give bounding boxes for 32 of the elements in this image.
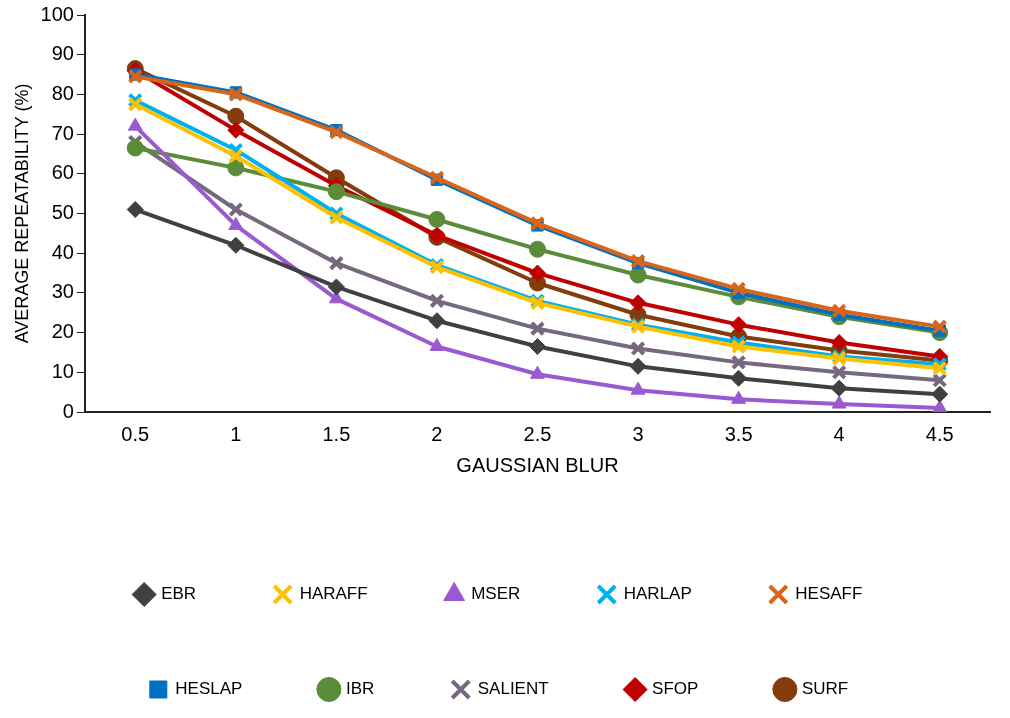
legend-label: MSER <box>471 584 521 604</box>
legend-label: HARAFF <box>299 584 368 604</box>
x-tick-label: 1 <box>230 422 242 445</box>
x-tick-label: 4.5 <box>925 422 954 445</box>
y-axis-title: AVERAGE REPEATABILITY (%) <box>11 83 32 344</box>
y-tick-label: 90 <box>51 42 74 65</box>
legend-label: HARLAP <box>623 584 692 604</box>
y-tick-label: 70 <box>51 121 74 144</box>
y-tick-label: 10 <box>51 359 74 382</box>
x-tick-label: 1.5 <box>322 422 351 445</box>
x-tick-label: 2.5 <box>523 422 552 445</box>
y-tick-label: 100 <box>40 2 74 25</box>
y-tick-label: 20 <box>51 320 74 343</box>
x-tick-label: 3 <box>632 422 644 445</box>
y-tick-label: 60 <box>51 161 74 184</box>
x-tick-label: 3.5 <box>724 422 753 445</box>
y-tick-label: 40 <box>51 240 74 263</box>
y-tick-label: 50 <box>51 201 74 224</box>
x-tick-label: 2 <box>431 422 443 445</box>
legend-label: IBR <box>345 679 375 699</box>
legend-label: SURF <box>801 679 849 699</box>
y-tick-label: 30 <box>51 280 74 303</box>
legend-label: EBR <box>161 584 197 604</box>
legend-label: SFOP <box>652 679 699 699</box>
y-tick-label: 80 <box>51 81 74 104</box>
x-axis-title: GAUSSIAN BLUR <box>456 453 619 476</box>
y-tick-label: 0 <box>62 399 74 422</box>
legend-label: HESAFF <box>795 584 863 604</box>
x-tick-label: 0.5 <box>121 422 150 445</box>
legend-label: HESLAP <box>175 679 243 699</box>
legend-label: SALIENT <box>477 679 549 699</box>
x-tick-label: 4 <box>833 422 845 445</box>
